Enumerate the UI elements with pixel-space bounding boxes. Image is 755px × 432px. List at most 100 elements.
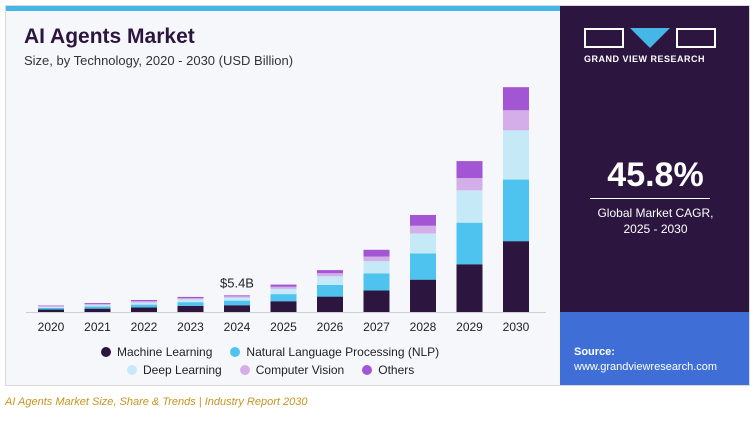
bar-machine-learning-2030 [503, 241, 529, 312]
bar-machine-learning-2021 [84, 308, 111, 312]
cagr-value: 45.8% [607, 156, 704, 194]
legend-label: Natural Language Processing (NLP) [246, 345, 440, 359]
cagr-label-line-1: Global Market CAGR, [597, 206, 714, 220]
bar-nlp-2030 [503, 179, 529, 242]
brand-name: GRAND VIEW RESEARCH [584, 54, 706, 64]
cagr-divider [590, 198, 710, 199]
bar-deep-learning-2026 [317, 276, 343, 285]
bar-deep-learning-2022 [131, 302, 157, 305]
bar-deep-learning-2023 [177, 299, 204, 303]
bar-deep-learning-2025 [270, 288, 297, 295]
legend-label: Others [378, 363, 415, 377]
legend-row-1: Machine Learning Natural Language Process… [101, 345, 439, 359]
x-tick-label: 2020 [38, 320, 65, 334]
bar-computer-vision-2025 [270, 286, 297, 289]
bar-computer-vision-2022 [131, 301, 157, 303]
legend-swatch [127, 365, 137, 375]
chart-subtitle: Size, by Technology, 2020 - 2030 (USD Bi… [24, 53, 294, 68]
bar-nlp-2028 [410, 253, 436, 280]
logo-v-mark [630, 28, 670, 48]
bar-machine-learning-2022 [131, 307, 157, 312]
bar-machine-learning-2026 [317, 296, 343, 312]
cagr-label: Global Market CAGR, 2025 - 2030 [560, 205, 749, 237]
bar-computer-vision-2030 [503, 110, 529, 131]
figure-caption: AI Agents Market Size, Share & Trends | … [5, 396, 308, 408]
bar-nlp-2020 [38, 307, 64, 310]
legend-label: Computer Vision [255, 363, 345, 377]
bar-others-2028 [410, 214, 436, 226]
x-tick-label: 2027 [363, 320, 390, 334]
bar-nlp-2023 [177, 302, 204, 306]
bar-nlp-2022 [131, 304, 157, 308]
bar-others-2030 [503, 87, 529, 111]
bar-computer-vision-2028 [410, 225, 436, 234]
x-tick-label: 2023 [177, 320, 204, 334]
bar-others-2020 [38, 305, 64, 307]
bar-machine-learning-2029 [456, 264, 483, 312]
x-tick-label: 2030 [503, 320, 530, 334]
legend-swatch [239, 365, 250, 375]
logo-r-mark [676, 28, 716, 48]
bar-nlp-2027 [363, 273, 390, 291]
bar-computer-vision-2029 [456, 178, 483, 191]
bar-nlp-2029 [456, 222, 483, 265]
chart-title: AI Agents Market [24, 25, 195, 48]
data-label: $5.4B [220, 275, 254, 290]
legend-item-deep-learning: Deep Learning [127, 363, 222, 377]
bar-others-2021 [84, 303, 111, 304]
x-tick-label: 2029 [456, 320, 483, 334]
bar-machine-learning-2027 [363, 290, 390, 312]
accent-bar [6, 6, 560, 11]
side-panel: GRAND VIEW RESEARCH 45.8% Global Market … [560, 6, 749, 385]
bar-others-2023 [177, 296, 204, 299]
bar-nlp-2024 [224, 300, 250, 306]
legend-row-2: Deep Learning Computer Vision Others [127, 363, 414, 377]
bar-nlp-2025 [270, 294, 297, 302]
chart-card: AI Agents Market Size, by Technology, 20… [5, 5, 750, 386]
logo-g-mark [584, 28, 624, 48]
bar-others-2022 [131, 299, 157, 302]
source-panel [560, 312, 749, 385]
bar-deep-learning-2029 [456, 190, 483, 223]
logo-marks [584, 28, 724, 48]
bar-computer-vision-2023 [177, 298, 204, 300]
bar-computer-vision-2024 [224, 296, 250, 298]
x-tick-label: 2022 [131, 320, 158, 334]
legend-label: Deep Learning [143, 363, 222, 377]
bar-deep-learning-2030 [503, 130, 529, 180]
bar-others-2025 [270, 284, 297, 287]
x-tick-label: 2028 [410, 320, 437, 334]
bar-deep-learning-2027 [363, 261, 390, 274]
bar-nlp-2021 [84, 306, 111, 309]
bar-deep-learning-2020 [38, 306, 64, 308]
legend-swatch [101, 347, 111, 357]
legend-item-others: Others [362, 363, 414, 377]
bar-deep-learning-2021 [84, 304, 111, 307]
bar-computer-vision-2021 [84, 303, 111, 305]
bar-deep-learning-2028 [410, 233, 436, 254]
legend-item-machine-learning: Machine Learning [101, 345, 212, 359]
x-tick-label: 2021 [84, 320, 111, 334]
legend-item-nlp: Natural Language Processing (NLP) [230, 345, 439, 359]
bar-others-2029 [456, 161, 483, 179]
bar-machine-learning-2020 [38, 309, 64, 312]
bar-computer-vision-2026 [317, 273, 343, 277]
grand-view-research-logo: GRAND VIEW RESEARCH [584, 28, 724, 64]
x-tick-label: 2026 [317, 320, 344, 334]
bar-computer-vision-2027 [363, 256, 390, 262]
source-label: Source: [574, 346, 615, 358]
cagr-label-line-2: 2025 - 2030 [623, 222, 688, 236]
source-url: www.grandviewresearch.com [574, 361, 718, 373]
bar-others-2027 [363, 249, 390, 257]
x-tick-label: 2024 [224, 320, 251, 334]
bar-machine-learning-2025 [270, 301, 297, 312]
bar-others-2024 [224, 295, 250, 297]
stacked-bar-chart: 2020 2021 2022 2023 2024 $5.4B 2025 2026 2027 202… [26, 87, 546, 334]
bar-nlp-2026 [317, 284, 343, 297]
legend-label: Machine Learning [117, 345, 213, 359]
bar-others-2026 [317, 270, 343, 274]
legend-swatch [230, 347, 241, 357]
legend-swatch [362, 365, 373, 375]
bar-machine-learning-2024 [224, 305, 250, 312]
bar-deep-learning-2024 [224, 297, 250, 301]
